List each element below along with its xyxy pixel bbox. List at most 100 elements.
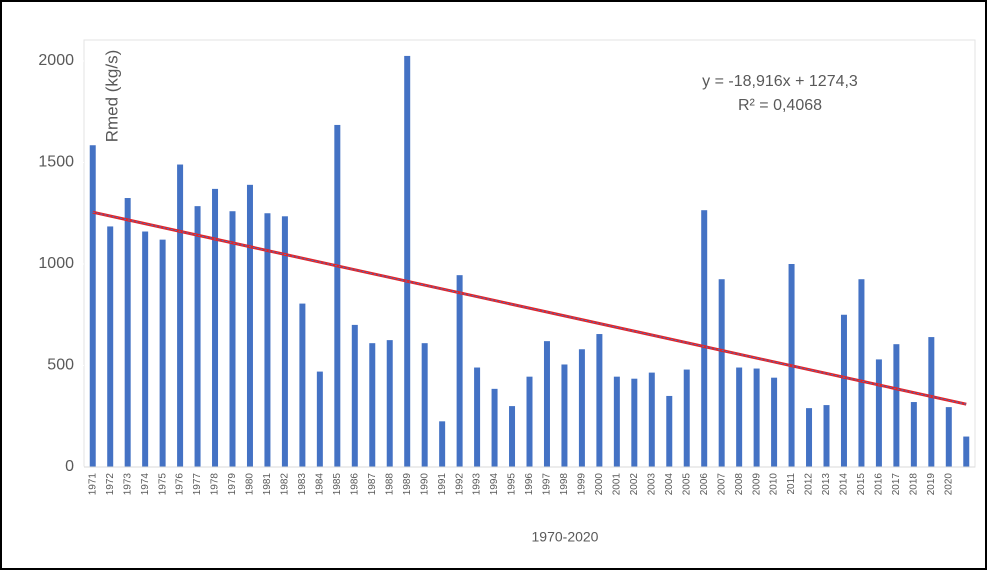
x-tick-label: 2016 bbox=[874, 473, 885, 496]
x-tick-label: 1978 bbox=[210, 473, 221, 496]
bar bbox=[177, 164, 184, 467]
bar bbox=[334, 124, 341, 467]
bar bbox=[613, 376, 620, 467]
bar bbox=[736, 367, 743, 467]
bar bbox=[142, 231, 149, 467]
bar bbox=[491, 388, 498, 467]
x-tick-label: 1993 bbox=[472, 473, 483, 496]
x-axis-label: 1970-2020 bbox=[532, 529, 599, 545]
bar bbox=[124, 198, 131, 467]
bar bbox=[683, 369, 690, 467]
bar bbox=[421, 343, 428, 467]
x-tick-label: 1988 bbox=[384, 473, 395, 496]
bar bbox=[858, 279, 865, 467]
y-tick-label: 2000 bbox=[38, 52, 74, 69]
bar bbox=[526, 376, 533, 467]
bar bbox=[666, 395, 673, 467]
x-tick-label: 2005 bbox=[681, 473, 692, 496]
x-tick-label: 2019 bbox=[926, 473, 937, 496]
x-tick-label: 1981 bbox=[262, 473, 273, 496]
bar bbox=[753, 368, 760, 467]
x-tick-label: 1990 bbox=[419, 473, 430, 496]
x-tick-label: 2009 bbox=[751, 473, 762, 496]
bar bbox=[404, 55, 411, 468]
x-tick-label: 1971 bbox=[87, 473, 98, 496]
x-tick-label: 1997 bbox=[542, 473, 553, 496]
x-tick-label: 2002 bbox=[629, 473, 640, 496]
x-tick-label: 1974 bbox=[140, 473, 151, 496]
x-tick-label: 2017 bbox=[891, 473, 902, 496]
bar bbox=[509, 406, 516, 467]
bar bbox=[246, 184, 253, 467]
bar bbox=[474, 367, 481, 467]
x-tick-label: 2006 bbox=[699, 473, 710, 496]
x-tick-label: 1999 bbox=[577, 473, 588, 496]
x-tick-label: 2011 bbox=[786, 473, 797, 495]
bar bbox=[928, 337, 935, 467]
x-tick-label: 1980 bbox=[245, 473, 256, 496]
bar bbox=[439, 421, 446, 467]
x-tick-label: 2012 bbox=[804, 473, 815, 496]
bar bbox=[840, 314, 847, 467]
x-tick-label: 2013 bbox=[821, 473, 832, 496]
bar bbox=[648, 372, 655, 467]
x-tick-label: 1986 bbox=[349, 473, 360, 496]
bar bbox=[578, 349, 585, 467]
bar bbox=[875, 359, 882, 467]
x-tick-label: 2008 bbox=[734, 473, 745, 496]
x-tick-label: 2020 bbox=[943, 473, 954, 496]
x-tick-label: 2004 bbox=[664, 473, 675, 496]
x-tick-label: 1998 bbox=[559, 473, 570, 496]
bar bbox=[963, 436, 970, 467]
bar bbox=[107, 226, 114, 467]
x-tick-label: 2007 bbox=[716, 473, 727, 496]
x-tick-label: 1987 bbox=[367, 473, 378, 496]
x-tick-label: 2000 bbox=[594, 473, 605, 496]
x-tick-label: 1991 bbox=[437, 473, 448, 496]
bar bbox=[369, 343, 376, 467]
bar bbox=[299, 303, 306, 467]
bar bbox=[264, 213, 271, 467]
trendline-dots bbox=[92, 211, 967, 405]
x-tick-label: 1982 bbox=[280, 473, 291, 496]
bar bbox=[806, 408, 813, 467]
bar bbox=[910, 402, 917, 467]
x-tick-label: 1989 bbox=[402, 473, 413, 496]
x-tick-label: 1996 bbox=[524, 473, 535, 496]
bar bbox=[701, 210, 708, 467]
bar bbox=[229, 211, 236, 467]
x-tick-label: 2018 bbox=[908, 473, 919, 496]
y-tick-label: 500 bbox=[47, 357, 74, 374]
bar bbox=[631, 378, 638, 467]
x-tick-label: 2015 bbox=[856, 473, 867, 496]
y-tick-label: 1500 bbox=[38, 154, 74, 171]
bar bbox=[596, 334, 603, 467]
x-tick-label: 1972 bbox=[105, 473, 116, 496]
x-tick-label: 2001 bbox=[611, 473, 622, 496]
bar bbox=[456, 275, 463, 467]
bar bbox=[159, 239, 166, 467]
x-tick-label: 1977 bbox=[192, 473, 203, 496]
x-tick-label: 2010 bbox=[769, 473, 780, 496]
bar bbox=[281, 216, 288, 467]
x-tick-label: 1983 bbox=[297, 473, 308, 496]
x-tick-label: 2014 bbox=[839, 473, 850, 496]
y-tick-label: 0 bbox=[65, 458, 74, 475]
x-tick-label: 1973 bbox=[122, 473, 133, 496]
y-tick-label: 1000 bbox=[38, 255, 74, 272]
y-axis-label: Rmed (kg/s) bbox=[102, 50, 121, 143]
bar bbox=[386, 340, 393, 467]
x-tick-label: 2003 bbox=[646, 473, 657, 496]
trend-equation: y = -18,916x + 1274,3 bbox=[702, 73, 858, 90]
bar bbox=[945, 407, 952, 467]
x-tick-label: 1995 bbox=[507, 473, 518, 496]
bar bbox=[543, 341, 550, 467]
bar bbox=[823, 405, 830, 467]
bar bbox=[194, 206, 201, 467]
bar bbox=[212, 188, 219, 467]
bar bbox=[351, 324, 358, 467]
x-tick-label: 1976 bbox=[175, 473, 186, 496]
bar bbox=[771, 377, 778, 467]
